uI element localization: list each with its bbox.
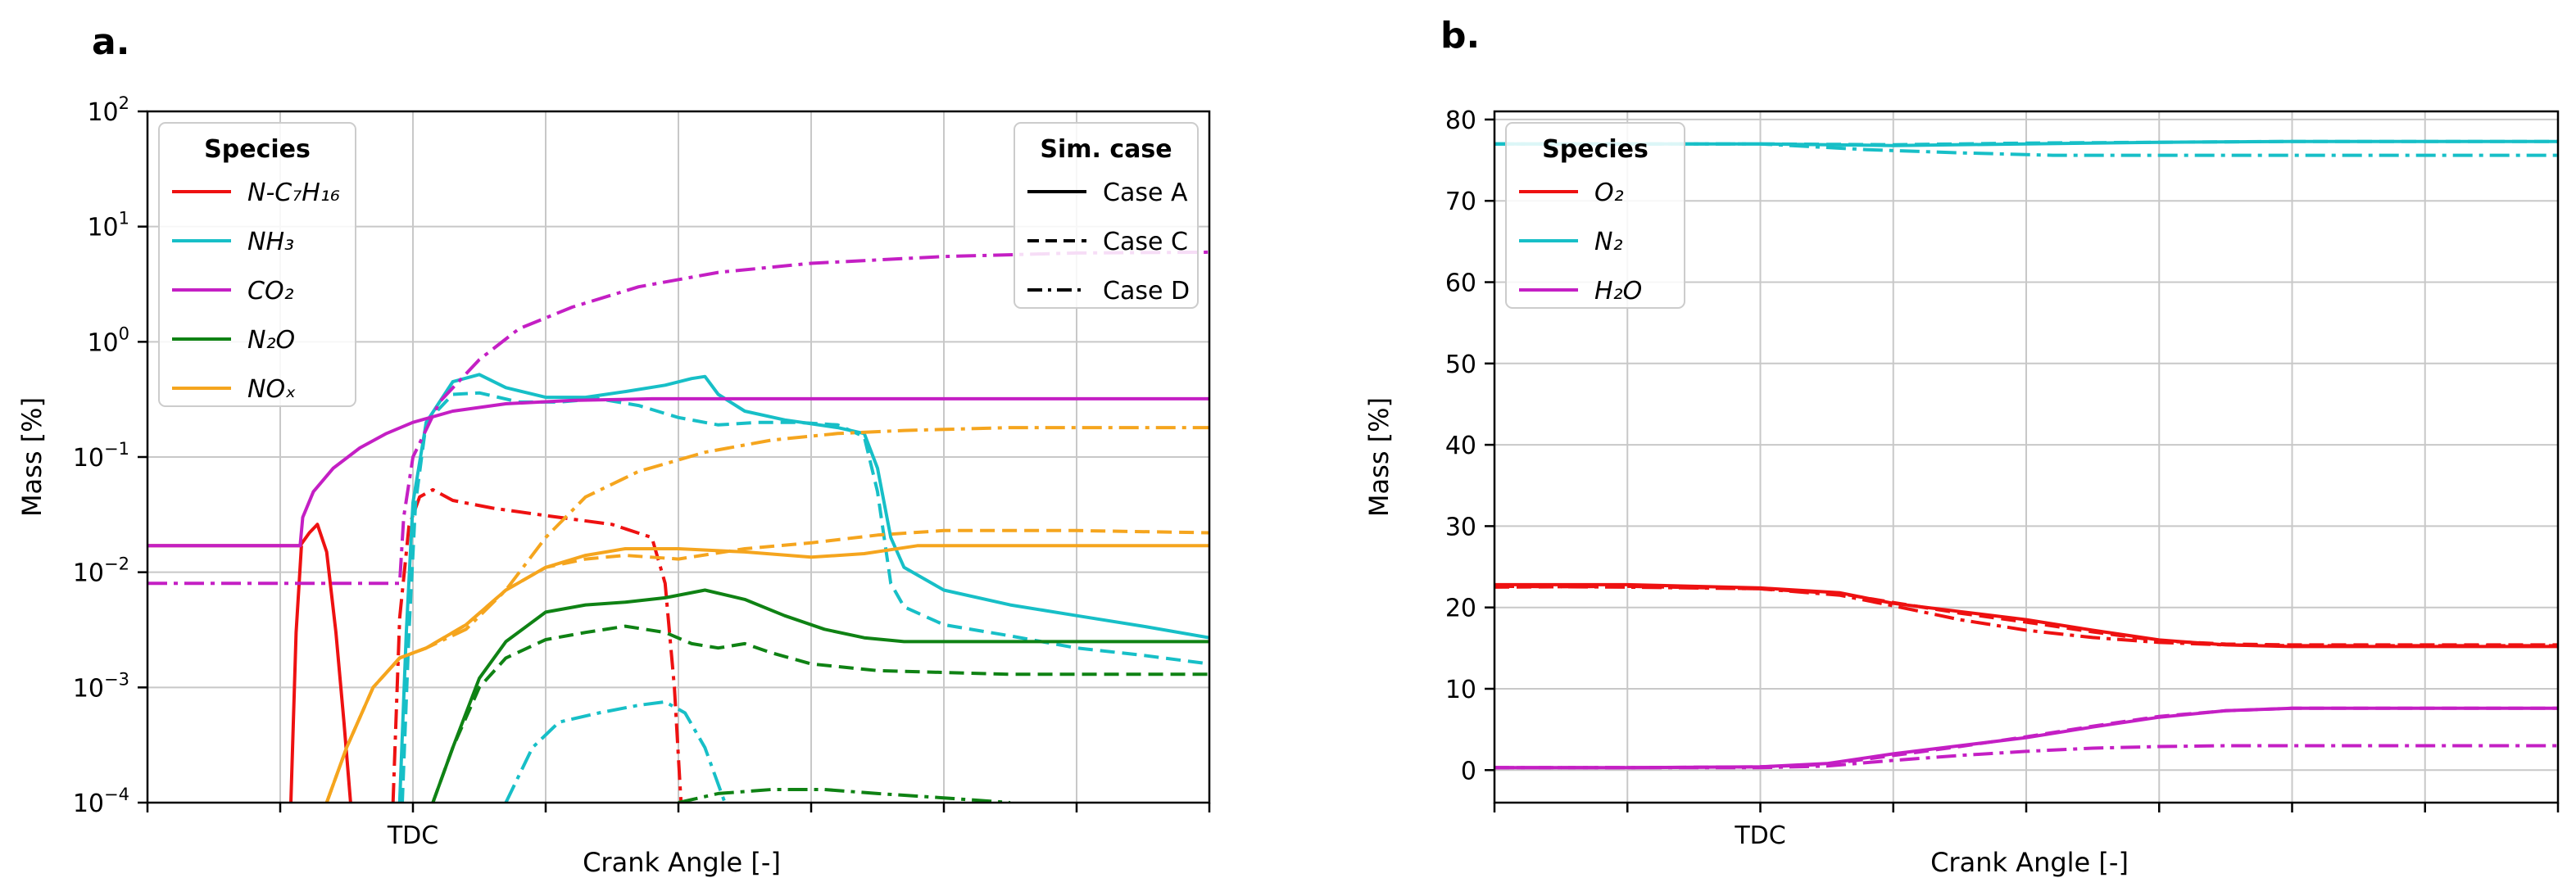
y-tick-label: 30 xyxy=(1445,513,1476,541)
y-tick-label: 10−3 xyxy=(73,669,129,703)
legend-label: O₂ xyxy=(1594,179,1624,207)
y-tick-label: 10 xyxy=(1445,676,1476,704)
y-tick-label: 100 xyxy=(87,324,129,357)
legend-label: N₂O xyxy=(247,326,295,355)
y-tick-label: 10−4 xyxy=(73,785,129,818)
legend-label: N-C₇H₁₆ xyxy=(247,179,340,207)
y-axis-label: Mass [%] xyxy=(1363,397,1395,517)
series-nh3-case-c xyxy=(401,391,1209,803)
legend-box xyxy=(158,122,356,407)
series-co2-case-a xyxy=(147,396,1209,548)
x-tick-label: TDC xyxy=(387,821,438,850)
grid-a xyxy=(147,111,1210,803)
series-nox-case-d xyxy=(324,426,1209,803)
series-nox-case-c xyxy=(324,528,1209,803)
y-tick-label: 50 xyxy=(1445,351,1476,379)
grid-b xyxy=(1494,111,2559,803)
y-tick-label: 0 xyxy=(1461,757,1476,785)
y-tick-label: 10−2 xyxy=(73,554,129,588)
y-tick-label: 60 xyxy=(1445,269,1476,298)
y-tick-label: 20 xyxy=(1445,595,1476,623)
series-nh3-case-d xyxy=(504,699,727,803)
legend-label: Case C xyxy=(1103,228,1188,256)
y-tick-label: 10−1 xyxy=(73,439,129,473)
series-group-a xyxy=(147,250,1209,803)
legend-box xyxy=(1014,122,1199,309)
series-n2o-case-a xyxy=(431,588,1209,803)
legend-label: NH₃ xyxy=(247,228,294,256)
x-axis-label: Crank Angle [-] xyxy=(1930,847,2129,878)
y-tick-label: 40 xyxy=(1445,432,1476,460)
series-n-c7h16-case-a-drop- xyxy=(289,545,303,803)
legend-label: CO₂ xyxy=(247,277,294,305)
legend-label: N₂ xyxy=(1594,228,1622,256)
legend-label: Case D xyxy=(1103,277,1190,305)
y-axis-label: Mass [%] xyxy=(16,397,48,517)
y-tick-label: 80 xyxy=(1445,106,1476,135)
series-n2o-case-c xyxy=(431,624,1209,803)
series-o2-case-d xyxy=(1494,584,2558,648)
series-n2o-case-d xyxy=(678,788,1011,803)
legend-species: Species N-C₇H₁₆ NH₃ CO₂ N₂O NOₓ xyxy=(158,122,356,407)
y-tick-label: 101 xyxy=(87,209,129,242)
panel-label-b: b. xyxy=(1440,15,1480,57)
legend-label: H₂O xyxy=(1594,277,1642,305)
chart-a: TDC 10−4 10−3 10−2 10−1 100 101 102 Crank Angle … xyxy=(16,93,1211,878)
series-n2-case-d xyxy=(1494,142,2558,157)
series-nh3-case-a xyxy=(397,373,1209,803)
series-co2-case-d xyxy=(147,250,1209,586)
x-axis-label: Crank Angle [-] xyxy=(583,847,781,878)
series-h2o-case-d xyxy=(1494,744,2558,770)
chart-b: TDC 0 10 20 30 40 50 60 70 80 Crank Angle [-] Mass … xyxy=(1363,106,2560,878)
legend-title: Species xyxy=(1542,135,1649,164)
legend-label: NOₓ xyxy=(247,375,296,404)
legend-species: Species O₂ N₂ H₂O xyxy=(1505,122,1685,309)
legend-cases: Sim. case Case A Case C Case D xyxy=(1014,122,1199,309)
y-tick-label: 102 xyxy=(87,93,129,127)
panel-label-a: a. xyxy=(92,21,129,63)
series-n-c7h16-case-d xyxy=(391,487,683,803)
y-tick-label: 70 xyxy=(1445,188,1476,216)
legend-label: Case A xyxy=(1103,179,1188,207)
legend-title: Sim. case xyxy=(1040,135,1172,164)
series-n-c7h16-case-a xyxy=(147,523,352,803)
legend-title: Species xyxy=(204,135,311,164)
legend-box xyxy=(1505,122,1685,309)
x-tick-label: TDC xyxy=(1734,821,1785,850)
series-group-b xyxy=(1494,139,2558,770)
